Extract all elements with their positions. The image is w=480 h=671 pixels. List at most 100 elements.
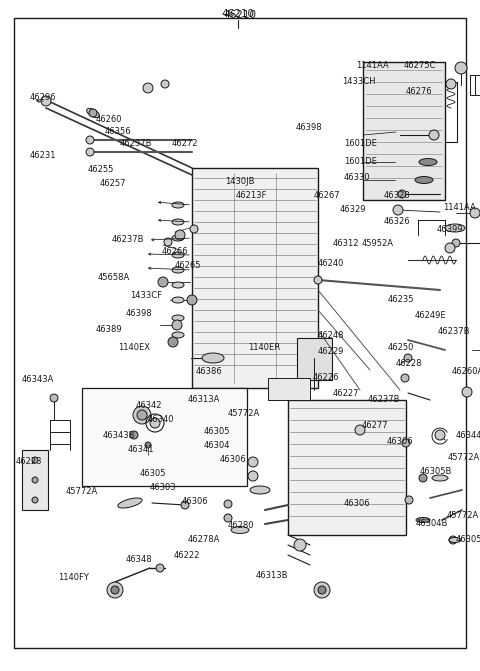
Text: 46257: 46257 bbox=[100, 180, 127, 189]
Text: 46260A: 46260A bbox=[452, 368, 480, 376]
Circle shape bbox=[318, 586, 326, 594]
Text: 46306: 46306 bbox=[182, 497, 209, 507]
Circle shape bbox=[89, 109, 97, 117]
Text: 46343A: 46343A bbox=[22, 376, 54, 384]
Circle shape bbox=[32, 457, 38, 463]
Ellipse shape bbox=[172, 235, 184, 241]
Text: 46226: 46226 bbox=[313, 374, 339, 382]
Text: 46304: 46304 bbox=[204, 442, 230, 450]
Circle shape bbox=[393, 205, 403, 215]
Ellipse shape bbox=[250, 486, 270, 494]
Ellipse shape bbox=[416, 517, 430, 523]
Circle shape bbox=[164, 238, 172, 246]
Text: 46399: 46399 bbox=[437, 225, 464, 234]
Text: 46340: 46340 bbox=[148, 415, 175, 425]
Text: 46229: 46229 bbox=[318, 348, 344, 356]
Text: 46386: 46386 bbox=[196, 368, 223, 376]
Circle shape bbox=[401, 374, 409, 382]
Circle shape bbox=[355, 425, 365, 435]
Text: 46313B: 46313B bbox=[256, 572, 288, 580]
Text: 1141AA: 1141AA bbox=[443, 203, 476, 213]
Circle shape bbox=[137, 410, 147, 420]
Circle shape bbox=[462, 387, 472, 397]
Circle shape bbox=[41, 96, 51, 106]
Circle shape bbox=[402, 439, 410, 447]
Bar bbox=[22, 450, 48, 510]
Text: 45772A: 45772A bbox=[228, 409, 260, 419]
Circle shape bbox=[32, 477, 38, 483]
Ellipse shape bbox=[432, 475, 448, 481]
Circle shape bbox=[435, 430, 445, 440]
Text: 46228: 46228 bbox=[396, 360, 422, 368]
Circle shape bbox=[175, 230, 185, 240]
Text: 46280: 46280 bbox=[228, 521, 254, 531]
Text: 46330: 46330 bbox=[344, 174, 371, 183]
Circle shape bbox=[86, 148, 94, 156]
Text: 46313A: 46313A bbox=[188, 395, 220, 405]
Text: 46305: 46305 bbox=[204, 427, 230, 437]
Text: 46240: 46240 bbox=[318, 260, 344, 268]
Text: 1601DE: 1601DE bbox=[344, 158, 377, 166]
Ellipse shape bbox=[449, 537, 461, 542]
Circle shape bbox=[145, 442, 151, 448]
Ellipse shape bbox=[172, 219, 184, 225]
Ellipse shape bbox=[118, 498, 142, 508]
Text: 46277: 46277 bbox=[362, 421, 389, 431]
Ellipse shape bbox=[445, 224, 465, 232]
Text: 46306: 46306 bbox=[344, 499, 371, 509]
Circle shape bbox=[168, 337, 178, 347]
Text: 46250: 46250 bbox=[388, 344, 414, 352]
Text: 46312: 46312 bbox=[333, 240, 360, 248]
Circle shape bbox=[445, 243, 455, 253]
Circle shape bbox=[86, 136, 94, 144]
Circle shape bbox=[107, 582, 123, 598]
Text: 46278A: 46278A bbox=[188, 535, 220, 544]
Circle shape bbox=[32, 497, 38, 503]
Text: 46213F: 46213F bbox=[236, 191, 267, 201]
Bar bbox=[82, 388, 247, 486]
Text: 45772A: 45772A bbox=[447, 511, 479, 519]
Circle shape bbox=[224, 500, 232, 508]
Text: 46398: 46398 bbox=[126, 309, 153, 319]
Text: 46304B: 46304B bbox=[416, 519, 448, 529]
Text: 46248: 46248 bbox=[318, 331, 345, 340]
Circle shape bbox=[248, 457, 258, 467]
Text: 46305B: 46305B bbox=[456, 535, 480, 544]
Text: 1140FY: 1140FY bbox=[58, 574, 89, 582]
Circle shape bbox=[181, 501, 189, 509]
Circle shape bbox=[172, 320, 182, 330]
Ellipse shape bbox=[415, 176, 433, 183]
Circle shape bbox=[419, 474, 427, 482]
Ellipse shape bbox=[87, 109, 99, 117]
Ellipse shape bbox=[172, 202, 184, 208]
Circle shape bbox=[470, 208, 480, 218]
Circle shape bbox=[314, 276, 322, 284]
Text: 46344: 46344 bbox=[456, 431, 480, 440]
Circle shape bbox=[190, 225, 198, 233]
Circle shape bbox=[429, 130, 439, 140]
Circle shape bbox=[187, 295, 197, 305]
Text: 46231: 46231 bbox=[30, 152, 57, 160]
Text: 46222: 46222 bbox=[174, 552, 200, 560]
Text: 46210: 46210 bbox=[221, 9, 254, 19]
Text: 46389: 46389 bbox=[96, 325, 122, 335]
Circle shape bbox=[224, 514, 232, 522]
Bar bbox=[192, 168, 318, 388]
Text: 1140EX: 1140EX bbox=[118, 344, 150, 352]
Text: 1433CF: 1433CF bbox=[130, 291, 162, 299]
Text: 45952A: 45952A bbox=[362, 240, 394, 248]
Circle shape bbox=[143, 83, 153, 93]
Text: 46237B: 46237B bbox=[438, 327, 470, 336]
Text: 45772A: 45772A bbox=[66, 488, 98, 497]
Text: 46326: 46326 bbox=[384, 217, 410, 227]
Text: 46348: 46348 bbox=[126, 556, 153, 564]
Circle shape bbox=[449, 536, 457, 544]
Text: 46329: 46329 bbox=[340, 205, 367, 215]
Text: 46343B: 46343B bbox=[103, 431, 135, 440]
Ellipse shape bbox=[172, 267, 184, 273]
Text: 1601DE: 1601DE bbox=[344, 140, 377, 148]
Text: 46305B: 46305B bbox=[420, 468, 452, 476]
Circle shape bbox=[248, 471, 258, 481]
Text: 46341: 46341 bbox=[128, 446, 155, 454]
Text: 46267: 46267 bbox=[314, 191, 341, 199]
